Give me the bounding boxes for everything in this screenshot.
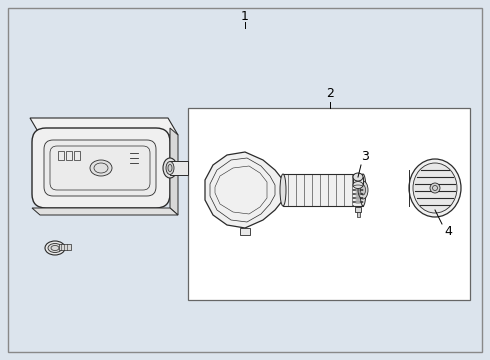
Bar bbox=[355, 207, 361, 212]
Ellipse shape bbox=[353, 173, 363, 181]
Ellipse shape bbox=[280, 174, 286, 206]
Ellipse shape bbox=[163, 158, 177, 178]
Polygon shape bbox=[170, 128, 178, 215]
Bar bbox=[58, 151, 64, 160]
Text: 4: 4 bbox=[444, 225, 452, 238]
Bar bbox=[66, 151, 72, 160]
Polygon shape bbox=[32, 208, 178, 215]
Ellipse shape bbox=[45, 241, 65, 255]
Ellipse shape bbox=[48, 243, 62, 252]
Polygon shape bbox=[205, 152, 283, 228]
Bar bbox=[74, 151, 80, 160]
Ellipse shape bbox=[361, 185, 366, 195]
Bar bbox=[353, 177, 363, 185]
Ellipse shape bbox=[360, 174, 366, 206]
Bar bbox=[59, 244, 71, 250]
Bar bbox=[170, 161, 188, 175]
Ellipse shape bbox=[353, 181, 363, 189]
Bar bbox=[357, 212, 360, 217]
FancyBboxPatch shape bbox=[32, 128, 170, 208]
Bar bbox=[188, 108, 470, 300]
Circle shape bbox=[430, 183, 440, 193]
Bar bbox=[240, 228, 250, 235]
Ellipse shape bbox=[166, 162, 174, 175]
Ellipse shape bbox=[413, 163, 457, 213]
FancyBboxPatch shape bbox=[44, 140, 156, 196]
Ellipse shape bbox=[358, 181, 368, 199]
Ellipse shape bbox=[90, 160, 112, 176]
Text: 3: 3 bbox=[361, 150, 369, 163]
Text: 2: 2 bbox=[326, 87, 334, 100]
Ellipse shape bbox=[409, 159, 461, 217]
Polygon shape bbox=[30, 118, 178, 135]
Bar bbox=[283, 174, 363, 206]
Text: 1: 1 bbox=[241, 9, 249, 23]
